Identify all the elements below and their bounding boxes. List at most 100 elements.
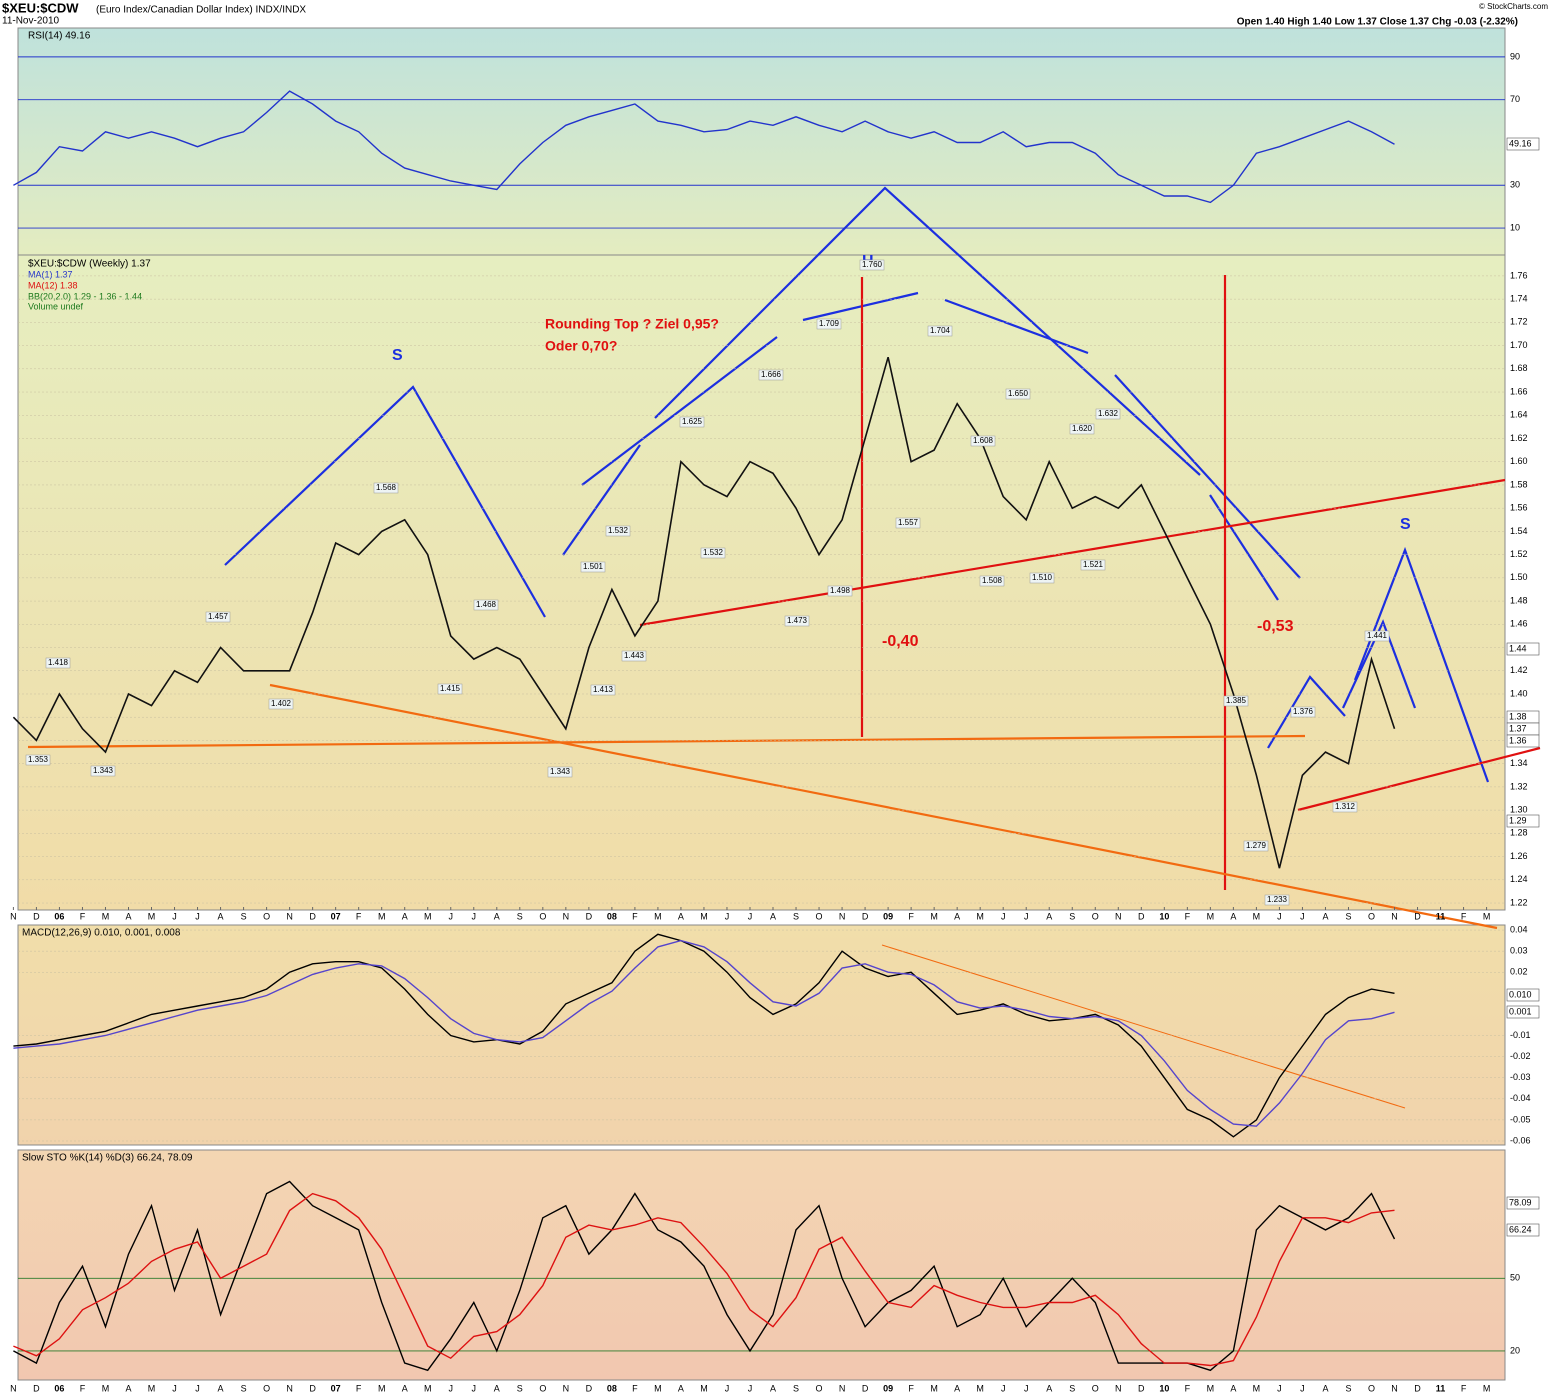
x-tick-label: A [770, 1383, 776, 1393]
peak-box [970, 435, 996, 447]
price-panel [17, 254, 1506, 911]
x-tick-label: J [448, 1383, 453, 1393]
x-tick-label: O [263, 911, 270, 921]
x-tick-label: D [1414, 911, 1421, 921]
x-tick-label: A [494, 1383, 500, 1393]
value-box-label: 49.16 [1509, 138, 1532, 148]
y-tick-label: -0.01 [1510, 1030, 1531, 1040]
y-tick-label: 30 [1510, 180, 1520, 190]
annotation: -0,53 [1257, 618, 1294, 635]
rsi-title: RSI(14) 49.16 [28, 31, 91, 42]
y-tick-label: 1.68 [1510, 363, 1528, 373]
peak-label: 1.666 [761, 370, 782, 379]
peak-label: 1.312 [1335, 802, 1356, 811]
peak-label: 1.521 [1083, 560, 1104, 569]
series-line [12, 356, 1396, 869]
date: 11-Nov-2010 [2, 16, 60, 27]
value-box-label: 1.37 [1509, 723, 1527, 733]
peak-label: 1.473 [787, 616, 808, 625]
x-tick-label: J [748, 1383, 753, 1393]
x-tick-label: S [793, 1383, 799, 1393]
peak-box [927, 325, 953, 337]
peak-box [1364, 630, 1390, 642]
x-tick-label: S [1069, 911, 1075, 921]
y-tick-label: 1.60 [1510, 456, 1528, 466]
x-tick-label: D [309, 1383, 316, 1393]
x-tick-label: F [908, 911, 914, 921]
x-tick-label: S [517, 911, 523, 921]
x-tick-label: J [172, 911, 177, 921]
peak-box [979, 575, 1005, 587]
y-tick-label: 1.46 [1510, 619, 1528, 629]
x-tick-label: M [976, 1383, 984, 1393]
peak-box [590, 684, 616, 696]
x-tick-label: J [1024, 911, 1029, 921]
series-line [13, 1192, 1395, 1367]
sto-title: Slow STO %K(14) %D(3) 66.24, 78.09 [22, 1153, 193, 1164]
x-tick-label: D [862, 911, 869, 921]
y-tick-label: 1.24 [1510, 874, 1528, 884]
x-tick-label: A [218, 1383, 224, 1393]
value-box [1506, 734, 1540, 748]
value-box [1506, 1223, 1540, 1237]
x-tick-label: O [263, 1383, 270, 1393]
peak-label: 1.650 [1008, 389, 1029, 398]
series-line [13, 933, 1395, 1138]
x-tick-label: M [102, 911, 110, 921]
y-tick-label: -0.05 [1510, 1114, 1531, 1124]
trend-line [881, 944, 1406, 1109]
x-tick-label: M [654, 1383, 662, 1393]
annotation: S [1400, 516, 1411, 533]
x-tick-label: J [1300, 911, 1305, 921]
peak-label: 1.508 [982, 576, 1003, 585]
x-tick-label: A [770, 911, 776, 921]
peak-box [1243, 840, 1269, 852]
x-tick-label: A [125, 1383, 131, 1393]
peak-box [547, 766, 573, 778]
peak-box [268, 698, 294, 710]
y-tick-label: 1.54 [1510, 526, 1528, 536]
x-tick-label: M [654, 911, 662, 921]
legend-entry: MA(1) 1.37 [28, 269, 73, 279]
value-box [1506, 137, 1540, 151]
x-tick-label: M [1483, 1383, 1491, 1393]
credit: © StockCharts.com [1479, 2, 1548, 11]
value-box-label: 1.36 [1509, 735, 1527, 745]
peak-label: 1.620 [1072, 424, 1093, 433]
x-tick-label: O [816, 1383, 823, 1393]
x-tick-label: M [976, 911, 984, 921]
peak-label: 1.557 [898, 518, 919, 527]
peak-box [1095, 408, 1121, 420]
value-box-label: 78.09 [1509, 1197, 1532, 1207]
peak-box [895, 517, 921, 529]
x-tick-label: F [356, 1383, 362, 1393]
y-tick-label: 1.48 [1510, 595, 1528, 605]
x-tick-label: N [1115, 1383, 1122, 1393]
peak-box [473, 599, 499, 611]
y-tick-label: -0.03 [1510, 1072, 1531, 1082]
x-tick-label: F [632, 1383, 638, 1393]
peak-box [1069, 423, 1095, 435]
x-tick-label: 08 [607, 1383, 617, 1393]
x-tick-label: M [1253, 911, 1261, 921]
peak-label: 1.413 [593, 685, 614, 694]
y-tick-label: 1.50 [1510, 572, 1528, 582]
x-tick-label: A [402, 911, 408, 921]
peak-label: 1.233 [1267, 895, 1288, 904]
x-tick-label: A [1230, 911, 1236, 921]
x-tick-label: A [1322, 1383, 1328, 1393]
peak-label: 1.279 [1246, 841, 1267, 850]
price-title: $XEU:$CDW (Weekly) 1.37 [28, 259, 151, 270]
peak-label: 1.343 [93, 766, 114, 775]
x-tick-label: D [586, 911, 593, 921]
x-tick-label: J [725, 1383, 730, 1393]
annotation: Rounding Top ? Ziel 0,95? [545, 316, 719, 332]
macd-title: MACD(12,26,9) 0.010, 0.001, 0.008 [22, 928, 181, 939]
legend-entry: MA(12) 1.38 [28, 280, 78, 290]
x-tick-label: N [1391, 1383, 1398, 1393]
x-tick-label: A [954, 1383, 960, 1393]
x-tick-label: D [1138, 1383, 1145, 1393]
x-tick-label: M [148, 911, 156, 921]
x-tick-label: O [1092, 1383, 1099, 1393]
